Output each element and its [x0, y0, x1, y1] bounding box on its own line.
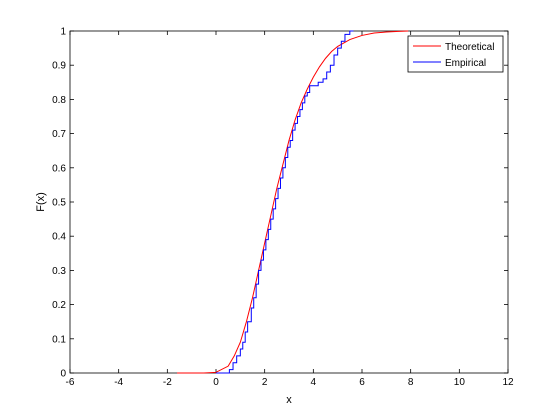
y-axis-label: F(x): [35, 192, 47, 212]
y-tick-label: 0.2: [52, 300, 66, 311]
y-tick-label: 0.9: [52, 61, 66, 72]
y-tick-label: 0.4: [52, 232, 66, 243]
y-tick-label: 0.1: [52, 334, 66, 345]
x-tick-label: 10: [454, 377, 466, 388]
x-tick-label: 6: [359, 377, 365, 388]
y-tick-label: 0.7: [52, 129, 66, 140]
x-tick-label: 4: [311, 377, 317, 388]
legend-box: [407, 35, 504, 73]
axis-ticks: [69, 30, 509, 374]
x-axis-label: x: [286, 394, 292, 406]
y-tick-label: 0.6: [52, 163, 66, 174]
legend-label-empirical: Empirical: [445, 58, 486, 69]
series-line-theoretical: [177, 30, 409, 374]
x-tick-label: 12: [502, 377, 514, 388]
x-tick-label: 2: [262, 377, 268, 388]
y-tick-label: 0.8: [52, 95, 66, 106]
x-tick-label: 0: [213, 377, 219, 388]
y-tick-label: 0: [60, 369, 66, 380]
x-tick-label: -4: [114, 377, 123, 388]
legend-label-theoretical: Theoretical: [445, 42, 494, 53]
series-line-empirical: [216, 30, 354, 374]
legend: Theoretical Empirical: [407, 35, 504, 73]
y-tick-label: 0.3: [52, 266, 66, 277]
y-tick-label: 1: [60, 27, 66, 38]
series-layer: [177, 30, 409, 374]
y-tick-label: 0.5: [52, 198, 66, 209]
x-tick-label: 8: [408, 377, 414, 388]
axis-tick-labels: -6 -4 -2 0 2 4 6 8 10 12 0 0.1 0.2 0.3 0.4 0.5 0.6 0.7 0.8…: [52, 27, 514, 389]
x-tick-label: -2: [163, 377, 172, 388]
plot-area: [69, 30, 509, 374]
x-tick-label: -6: [66, 377, 75, 388]
